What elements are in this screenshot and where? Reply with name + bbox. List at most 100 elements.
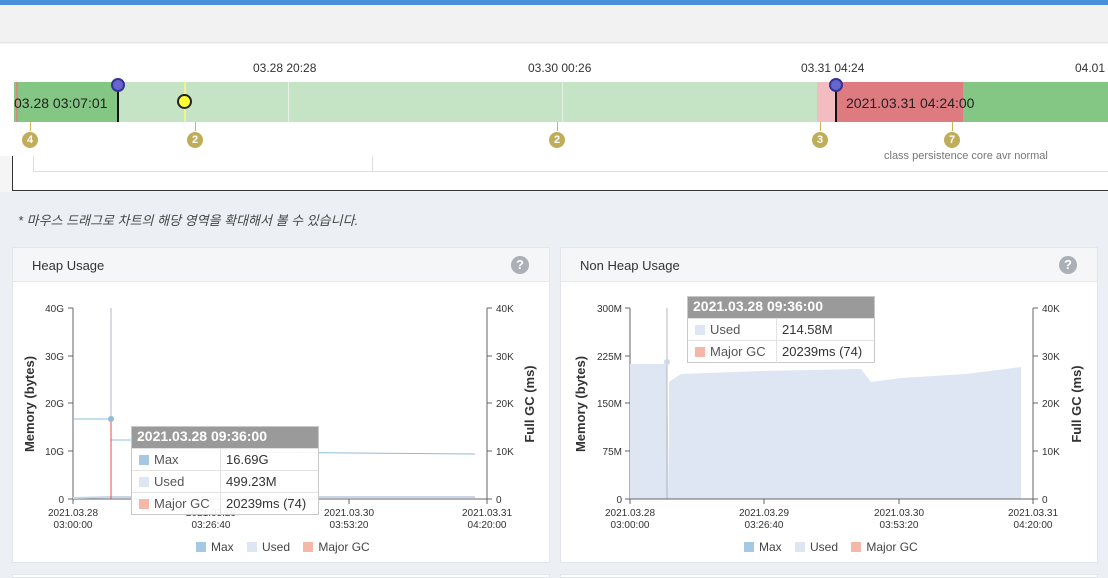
help-icon[interactable]: ? [1059, 256, 1077, 274]
legend-label: Max [759, 540, 782, 554]
timeline-start-label: 03.28 03:07:01 [14, 95, 108, 111]
event-marker[interactable]: 3 [812, 132, 828, 148]
tooltip-title: 2021.03.28 09:36:00 [688, 297, 874, 318]
legend-label: Used [262, 540, 291, 554]
tooltip-swatch [139, 499, 149, 509]
non-heap-usage-panel: Non Heap Usage ? 300M 225M 150M 75M 0 Me… [560, 247, 1098, 563]
x-tick-time: 04:20:00 [1014, 520, 1053, 531]
legend-item-used[interactable]: Used [795, 540, 838, 554]
y-tick-label: 20K [1042, 399, 1060, 410]
y-tick-label: 150M [597, 399, 622, 410]
panel-title: Non Heap Usage [580, 258, 680, 273]
timeline-tick: 03.28 20:28 [253, 61, 317, 75]
y-tick-label: 40K [496, 304, 514, 315]
y-tick-label: 30G [45, 352, 64, 363]
range-handle-left-icon[interactable] [111, 78, 125, 92]
y-tick-label: 40K [1042, 304, 1060, 315]
y-tick-label: 75M [603, 447, 622, 458]
y-axis-left: 300M 225M 150M 75M 0 Memory (bytes) [573, 304, 631, 506]
legend-swatch [303, 542, 314, 552]
tooltip-row: Used 214.58M [688, 318, 874, 341]
timeline-warn-band [817, 82, 836, 122]
y-tick-label: 20G [45, 399, 64, 410]
used-point[interactable] [664, 359, 670, 365]
x-tick-date: 2021.03.31 [1008, 508, 1058, 519]
timeline-normal-band [963, 82, 1108, 122]
y-tick-label: 10K [1042, 447, 1060, 458]
legend-label: Major GC [866, 540, 918, 554]
y-tick-label: 0 [496, 495, 502, 506]
x-axis: 2021.03.28 03:00:00 2021.03.29 03:26:40 … [605, 498, 1058, 531]
legend-swatch [851, 542, 862, 552]
legend-item-major-gc[interactable]: Major GC [851, 540, 918, 554]
tooltip-swatch [695, 325, 705, 335]
tooltip-row: Used 499.23M [132, 470, 318, 493]
tooltip-row: Max 16.69G [132, 448, 318, 471]
chart-legend: Max Used Major GC [196, 540, 380, 554]
x-tick-time: 03:26:40 [745, 520, 784, 531]
tooltip-label: Major GC [710, 344, 766, 359]
y-tick-label: 0 [1042, 495, 1048, 506]
x-tick-date: 2021.03.31 [462, 508, 512, 519]
event-marker[interactable]: 2 [549, 132, 565, 148]
non-heap-chart[interactable]: 300M 225M 150M 75M 0 Memory (bytes) 40K … [561, 282, 1099, 562]
y-tick-label: 0 [58, 495, 64, 506]
panel-header: Heap Usage ? [13, 248, 549, 282]
marker-stem [30, 122, 31, 131]
y-tick-label: 30K [496, 352, 514, 363]
next-panel-edge [560, 574, 1098, 578]
event-marker[interactable]: 2 [187, 132, 203, 148]
range-handle-right-icon[interactable] [829, 78, 843, 92]
marker-stem [952, 122, 953, 131]
tooltip-value: 20239ms (74) [226, 496, 307, 511]
legend-label: Major GC [318, 540, 370, 554]
help-icon[interactable]: ? [511, 256, 529, 274]
chart-legend: Max Used Major GC [744, 540, 928, 554]
max-point[interactable] [108, 416, 114, 422]
tooltip-label: Used [154, 474, 185, 489]
timeline-selected-band [118, 82, 817, 122]
x-tick-time: 03:00:00 [611, 520, 650, 531]
y-tick-label: 40G [45, 304, 64, 315]
tooltip-value: 16.69G [226, 452, 269, 467]
timeline-cursor-icon[interactable] [177, 94, 192, 109]
x-tick-time: 03:26:40 [192, 520, 231, 531]
truncated-text: class persistence core avr normal [884, 150, 1048, 162]
x-tick-time: 04:20:00 [468, 520, 507, 531]
y-tick-label: 10G [45, 447, 64, 458]
x-tick-date: 2021.03.30 [324, 508, 374, 519]
legend-label: Max [211, 540, 234, 554]
y-tick-label: 300M [597, 304, 622, 315]
tooltip-swatch [695, 347, 705, 357]
legend-item-max[interactable]: Max [744, 540, 782, 554]
tooltip-label: Used [710, 322, 741, 337]
y-axis-left-title: Memory (bytes) [22, 356, 37, 452]
event-marker[interactable]: 4 [22, 132, 38, 148]
range-handle-left-line[interactable] [117, 88, 119, 122]
y-axis-left: 40G 30G 20G 10G 0 Memory (bytes) [22, 304, 74, 506]
event-marker[interactable]: 7 [944, 132, 960, 148]
tooltip-separator [220, 471, 221, 493]
heap-usage-panel: Heap Usage ? 40G 30G 20G 10G 0 Memory (b… [12, 247, 550, 563]
y-tick-label: 10K [496, 447, 514, 458]
legend-item-used[interactable]: Used [247, 540, 290, 554]
tooltip-swatch [139, 477, 149, 487]
x-tick-date: 2021.03.28 [48, 508, 98, 519]
x-tick-time: 03:00:00 [54, 520, 93, 531]
timeline-strip[interactable]: 03.28 20:28 03.30 00:26 03.31 04:24 04.0… [0, 44, 1108, 156]
tooltip-separator [776, 319, 777, 341]
legend-item-major-gc[interactable]: Major GC [303, 540, 370, 554]
legend-swatch [744, 542, 754, 552]
plot-series [630, 308, 1021, 499]
timeline-alert-label: 2021.03.31 04:24:00 [846, 95, 975, 111]
range-handle-right-line[interactable] [835, 88, 837, 122]
detail-table: class persistence core avr normal [33, 150, 1108, 172]
drag-zoom-hint: * 마우스 드래그로 차트의 해당 영역을 확대해서 볼 수 있습니다. [18, 213, 359, 228]
tooltip-value: 20239ms (74) [782, 344, 863, 359]
timeline-gridline [288, 82, 289, 122]
detail-table-separator [372, 156, 373, 172]
heap-chart[interactable]: 40G 30G 20G 10G 0 Memory (bytes) 40K 30K… [13, 282, 551, 562]
x-tick-time: 03:53:20 [880, 520, 919, 531]
timeline-tick: 03.31 04:24 [801, 61, 865, 75]
legend-item-max[interactable]: Max [196, 540, 234, 554]
